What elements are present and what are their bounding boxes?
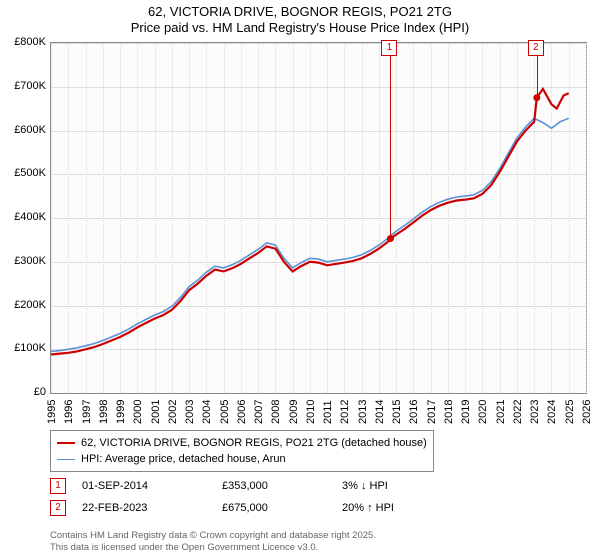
xtick-label: 2011 [322,400,334,424]
ytick-label: £200K [8,299,46,311]
marker-box: 2 [528,40,544,56]
ytick-label: £400K [8,211,46,223]
annotation-row: 2 22-FEB-2023 £675,000 20% ↑ HPI [50,500,452,516]
marker-line [390,43,391,239]
xtick-label: 2016 [408,400,420,424]
legend-item: HPI: Average price, detached house, Arun [57,451,427,467]
marker-box: 1 [381,40,397,56]
xtick-label: 2020 [477,400,489,424]
xtick-label: 2000 [132,400,144,424]
xtick-label: 2001 [150,400,162,424]
chart-plot-area [50,42,587,394]
xtick-label: 2008 [270,400,282,424]
legend-item: 62, VICTORIA DRIVE, BOGNOR REGIS, PO21 2… [57,435,427,451]
ytick-label: £300K [8,255,46,267]
legend: 62, VICTORIA DRIVE, BOGNOR REGIS, PO21 2… [50,430,434,472]
legend-swatch [57,459,75,460]
series-line [51,89,569,355]
ytick-label: £0 [8,386,46,398]
xtick-label: 2014 [374,400,386,424]
xtick-label: 2022 [512,400,524,424]
xtick-label: 2018 [443,400,455,424]
annotation-date: 01-SEP-2014 [82,480,212,492]
ytick-label: £800K [8,36,46,48]
xtick-label: 2009 [288,400,300,424]
xtick-label: 1996 [63,400,75,424]
xtick-label: 2012 [339,400,351,424]
ytick-label: £500K [8,167,46,179]
xtick-label: 2002 [167,400,179,424]
footer-line1: Contains HM Land Registry data © Crown c… [50,530,376,542]
title-line2: Price paid vs. HM Land Registry's House … [0,20,600,35]
xtick-label: 1997 [81,400,93,424]
legend-swatch [57,442,75,444]
footer: Contains HM Land Registry data © Crown c… [50,530,376,554]
xtick-label: 2010 [305,400,317,424]
xtick-label: 2023 [529,400,541,424]
grid-line-v [586,43,587,393]
annotation-delta: 20% ↑ HPI [342,502,452,514]
annotation-marker: 1 [50,478,66,494]
xtick-label: 2003 [184,400,196,424]
chart-container: 62, VICTORIA DRIVE, BOGNOR REGIS, PO21 2… [0,0,600,560]
xtick-label: 2026 [581,400,593,424]
series-svg [51,43,586,393]
xtick-label: 2024 [546,400,558,424]
xtick-label: 2013 [357,400,369,424]
footer-line2: This data is licensed under the Open Gov… [50,542,376,554]
series-line [51,118,569,351]
legend-label: 62, VICTORIA DRIVE, BOGNOR REGIS, PO21 2… [81,435,427,451]
annotation-price: £675,000 [222,502,332,514]
annotation-marker: 2 [50,500,66,516]
xtick-label: 1995 [46,400,58,424]
title-line1: 62, VICTORIA DRIVE, BOGNOR REGIS, PO21 2… [0,4,600,19]
xtick-label: 2025 [564,400,576,424]
annotation-price: £353,000 [222,480,332,492]
legend-label: HPI: Average price, detached house, Arun [81,451,286,467]
xtick-label: 1998 [98,400,110,424]
xtick-label: 2021 [495,400,507,424]
ytick-label: £700K [8,80,46,92]
xtick-label: 2019 [460,400,472,424]
xtick-label: 2006 [236,400,248,424]
xtick-label: 2004 [201,400,213,424]
xtick-label: 2007 [253,400,265,424]
ytick-label: £600K [8,124,46,136]
ytick-label: £100K [8,342,46,354]
annotation-date: 22-FEB-2023 [82,502,212,514]
title-block: 62, VICTORIA DRIVE, BOGNOR REGIS, PO21 2… [0,0,600,35]
xtick-label: 2017 [426,400,438,424]
xtick-label: 1999 [115,400,127,424]
annotation-row: 1 01-SEP-2014 £353,000 3% ↓ HPI [50,478,452,494]
xtick-label: 2015 [391,400,403,424]
xtick-label: 2005 [219,400,231,424]
annotation-delta: 3% ↓ HPI [342,480,452,492]
